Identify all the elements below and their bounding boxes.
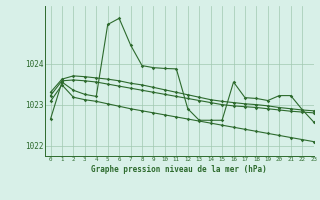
X-axis label: Graphe pression niveau de la mer (hPa): Graphe pression niveau de la mer (hPa) <box>91 165 267 174</box>
